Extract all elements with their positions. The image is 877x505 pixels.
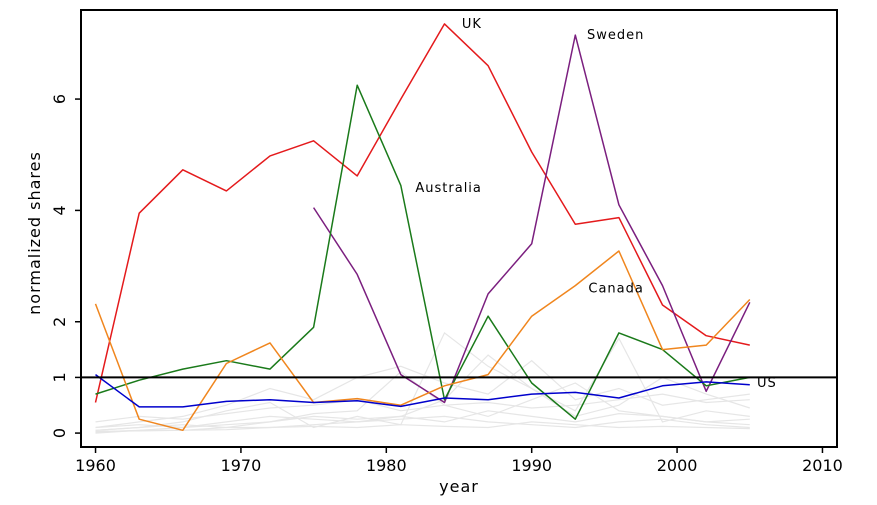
x-axis-title: year bbox=[439, 477, 479, 496]
series-label-sweden: Sweden bbox=[587, 28, 644, 43]
series-labels: UK Sweden Australia Canada US bbox=[415, 17, 777, 391]
x-tick-label-2000: 2000 bbox=[657, 456, 698, 475]
x-tick-label-1960: 1960 bbox=[75, 456, 116, 475]
x-tick-label-1970: 1970 bbox=[221, 456, 262, 475]
x-tick-label-2010: 2010 bbox=[802, 456, 843, 475]
series-line-sweden bbox=[312, 34, 751, 404]
y-axis: 0 1 2 4 6 bbox=[50, 94, 81, 438]
series-group bbox=[94, 23, 751, 432]
series-line-us bbox=[95, 373, 750, 408]
background-series-group bbox=[95, 331, 750, 434]
series-line-australia bbox=[95, 84, 750, 420]
plot-frame bbox=[80, 9, 838, 448]
background-series-line-7 bbox=[95, 354, 750, 429]
series-line-canada bbox=[94, 250, 751, 432]
series-label-us: US bbox=[757, 376, 777, 391]
x-axis: 1960 1970 1980 1990 2000 2010 bbox=[75, 447, 843, 475]
series-label-uk: UK bbox=[462, 17, 482, 32]
y-tick-label-0: 0 bbox=[50, 428, 69, 438]
background-series-line-8 bbox=[95, 421, 750, 432]
y-tick-label-1: 1 bbox=[50, 372, 69, 382]
y-tick-label-2: 2 bbox=[50, 317, 69, 327]
x-tick-label-1980: 1980 bbox=[366, 456, 407, 475]
x-tick-label-1990: 1990 bbox=[511, 456, 552, 475]
y-tick-label-6: 6 bbox=[50, 94, 69, 104]
series-line-uk bbox=[94, 23, 750, 403]
y-tick-label-4: 4 bbox=[50, 205, 69, 215]
series-label-canada: Canada bbox=[588, 281, 643, 296]
background-series-line-4 bbox=[95, 415, 750, 434]
series-label-australia: Australia bbox=[415, 181, 482, 196]
y-axis-title: normalized shares bbox=[25, 151, 44, 315]
